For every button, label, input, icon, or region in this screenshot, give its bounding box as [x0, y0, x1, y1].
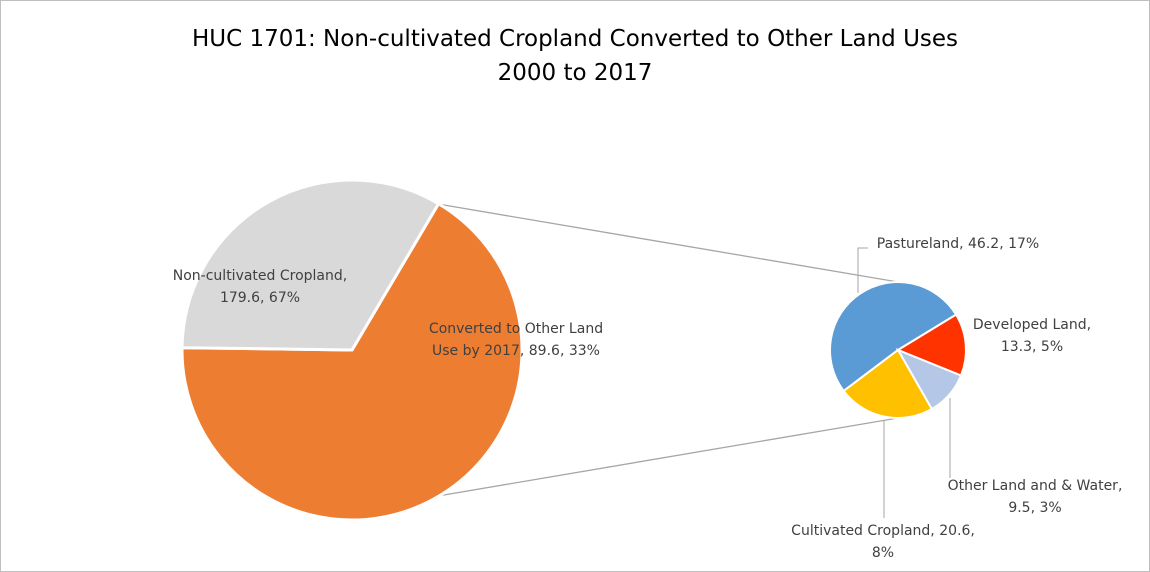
data-label: Use by 2017, 89.6, 33% — [432, 343, 600, 359]
data-label: Pastureland, 46.2, 17% — [877, 236, 1039, 252]
data-label: Developed Land, — [973, 317, 1091, 333]
data-label: Converted to Other Land — [429, 321, 603, 337]
pie-slice — [180, 201, 524, 522]
data-label: 9.5, 3% — [1008, 500, 1061, 516]
connector-line — [437, 417, 899, 497]
connector-line — [437, 203, 899, 283]
chart-title: HUC 1701: Non-cultivated Cropland Conver… — [192, 26, 958, 52]
pie-slice — [895, 313, 967, 377]
pie-slice — [842, 348, 934, 419]
pie-slice — [829, 281, 958, 393]
chart-subtitle: 2000 to 2017 — [498, 60, 653, 86]
pie-slice — [180, 178, 441, 352]
data-label: 8% — [872, 545, 894, 561]
data-label: Non-cultivated Cropland, — [173, 268, 347, 284]
data-label: Cultivated Cropland, 20.6, — [791, 523, 975, 539]
data-label: Other Land and & Water, — [948, 478, 1123, 494]
data-label: 13.3, 5% — [1001, 339, 1063, 355]
leader-line — [857, 247, 868, 293]
data-label: 179.6, 67% — [220, 290, 300, 306]
